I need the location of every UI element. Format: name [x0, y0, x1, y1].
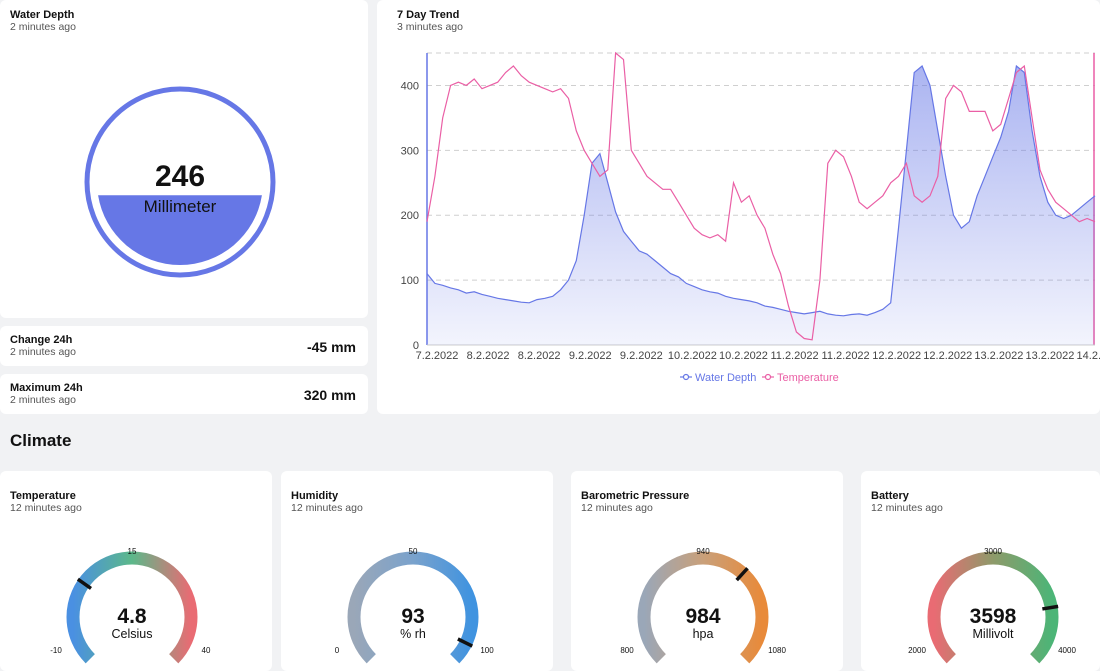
stat-value: 320 mm	[303, 387, 356, 403]
temperature-line	[426, 51, 1096, 341]
stat-updated-time: 2 minutes ago	[10, 394, 76, 406]
water-depth-area	[427, 66, 1095, 345]
legend-marker	[764, 373, 772, 381]
gauge-needle	[735, 567, 749, 582]
card-updated-time: 3 minutes ago	[397, 21, 463, 33]
gauge: 93% rh 50 0 100	[335, 547, 494, 664]
stat-value: -45 mm	[306, 339, 356, 355]
gauge-card-temperature[interactable]: Temperature 12 minutes ago 4.8 Celsius 15 -10…	[0, 471, 272, 671]
legend-label[interactable]: Temperature	[777, 372, 839, 384]
x-tick-label: 11.2.2022	[770, 350, 818, 362]
gauge-unit: % rh	[400, 627, 426, 641]
gauge-max-label: 100	[480, 646, 494, 655]
gauge-max-label: 4000	[1058, 646, 1076, 655]
y-tick-label: 100	[401, 275, 419, 287]
x-tick-label: 9.2.2022	[620, 350, 663, 362]
trend-chart: 0 100 200 300 400 7.2.2022 8.2.2022 8.2.2022 9.2…	[401, 51, 1100, 384]
gauge-card-battery[interactable]: Battery 12 minutes ago 3598 Millivolt 3000 20…	[861, 471, 1100, 671]
gauge-arc	[927, 551, 1059, 664]
water-depth-card[interactable]: Water Depth 2 minutes ago 246 Millimeter	[0, 0, 368, 318]
gauge-min-label: -10	[50, 646, 62, 655]
gauge-title: Barometric Pressure	[581, 490, 690, 502]
gauge-card-barometric-pressure[interactable]: Barometric Pressure 12 minutes ago 984 hpa 9…	[571, 471, 843, 671]
change-24h-card[interactable]: Change 24h 2 minutes ago -45 mm	[0, 326, 368, 366]
gauge-value: 93	[401, 605, 424, 628]
y-tick-label: 0	[413, 340, 419, 352]
x-tick-label: 12.2.2022	[923, 350, 972, 362]
tank-unit: Millimeter	[144, 197, 217, 216]
gauge-mid-label: 3000	[984, 547, 1002, 556]
x-tick-label: 14.2.2022	[1077, 350, 1100, 362]
tank-fill	[98, 195, 262, 266]
tank-gauge: 246 Millimeter	[84, 86, 276, 278]
y-tick-label: 300	[401, 145, 419, 157]
y-tick-label: 400	[401, 80, 419, 92]
gauge-value: 3598	[970, 605, 1017, 628]
gauge-min-label: 800	[620, 646, 634, 655]
gauge-max-label: 40	[202, 646, 211, 655]
gauge-needle	[76, 577, 93, 590]
gauge-mid-label: 50	[409, 547, 418, 556]
gauge-min-label: 2000	[908, 646, 926, 655]
stat-title: Maximum 24h	[10, 382, 83, 394]
gauge-card-humidity[interactable]: Humidity 12 minutes ago 93% rh 50 0 100	[281, 471, 553, 671]
card-title: Water Depth	[10, 9, 75, 21]
gauge-updated-time: 12 minutes ago	[291, 502, 363, 514]
x-tick-label: 7.2.2022	[416, 350, 459, 362]
gauge-unit: hpa	[693, 627, 714, 641]
gauge-arc	[347, 551, 479, 664]
tank-value: 246	[155, 160, 205, 193]
card-title: 7 Day Trend	[397, 9, 460, 21]
x-tick-label: 8.2.2022	[518, 350, 561, 362]
y-tick-label: 200	[401, 210, 419, 222]
gauge-unit: Celsius	[112, 627, 153, 641]
x-tick-label: 13.2.2022	[1025, 350, 1074, 362]
card-updated-time: 2 minutes ago	[10, 21, 76, 33]
water-depth-line	[426, 64, 1096, 317]
gauge-min-label: 0	[335, 646, 340, 655]
stat-updated-time: 2 minutes ago	[10, 346, 76, 358]
gauge-updated-time: 12 minutes ago	[871, 502, 943, 514]
x-tick-label: 10.2.2022	[719, 350, 768, 362]
legend-label[interactable]: Water Depth	[695, 372, 756, 384]
section-title-climate: Climate	[10, 431, 72, 450]
gauge-updated-time: 12 minutes ago	[10, 502, 82, 514]
x-tick-label: 11.2.2022	[822, 350, 870, 362]
stat-title: Change 24h	[10, 334, 73, 346]
gauge-title: Humidity	[291, 490, 339, 502]
gauge-max-label: 1080	[768, 646, 786, 655]
x-tick-label: 9.2.2022	[569, 350, 612, 362]
x-tick-label: 13.2.2022	[974, 350, 1023, 362]
gauge-arc	[66, 551, 198, 664]
gauge-needle	[1042, 604, 1059, 611]
gauge-value: 4.8	[117, 605, 147, 628]
gauge-mid-label: 940	[696, 547, 710, 556]
gauge-value: 984	[685, 605, 720, 628]
x-tick-label: 12.2.2022	[872, 350, 921, 362]
gauge-unit: Millivolt	[973, 627, 1015, 641]
gauge-mid-label: 15	[128, 547, 137, 556]
gauge-arc	[637, 551, 769, 664]
x-tick-label: 8.2.2022	[467, 350, 510, 362]
tank-outline	[84, 86, 276, 278]
gauge-needle	[457, 637, 474, 648]
x-tick-label: 10.2.2022	[668, 350, 717, 362]
gauge-title: Battery	[871, 490, 909, 502]
trend-chart-card[interactable]: 7 Day Trend 3 minutes ago 0 100 200 300 400 7…	[377, 0, 1100, 414]
gauge-updated-time: 12 minutes ago	[581, 502, 653, 514]
maximum-24h-card[interactable]: Maximum 24h 2 minutes ago 320 mm	[0, 374, 368, 414]
gauge-title: Temperature	[10, 490, 76, 502]
legend-marker	[682, 373, 690, 381]
